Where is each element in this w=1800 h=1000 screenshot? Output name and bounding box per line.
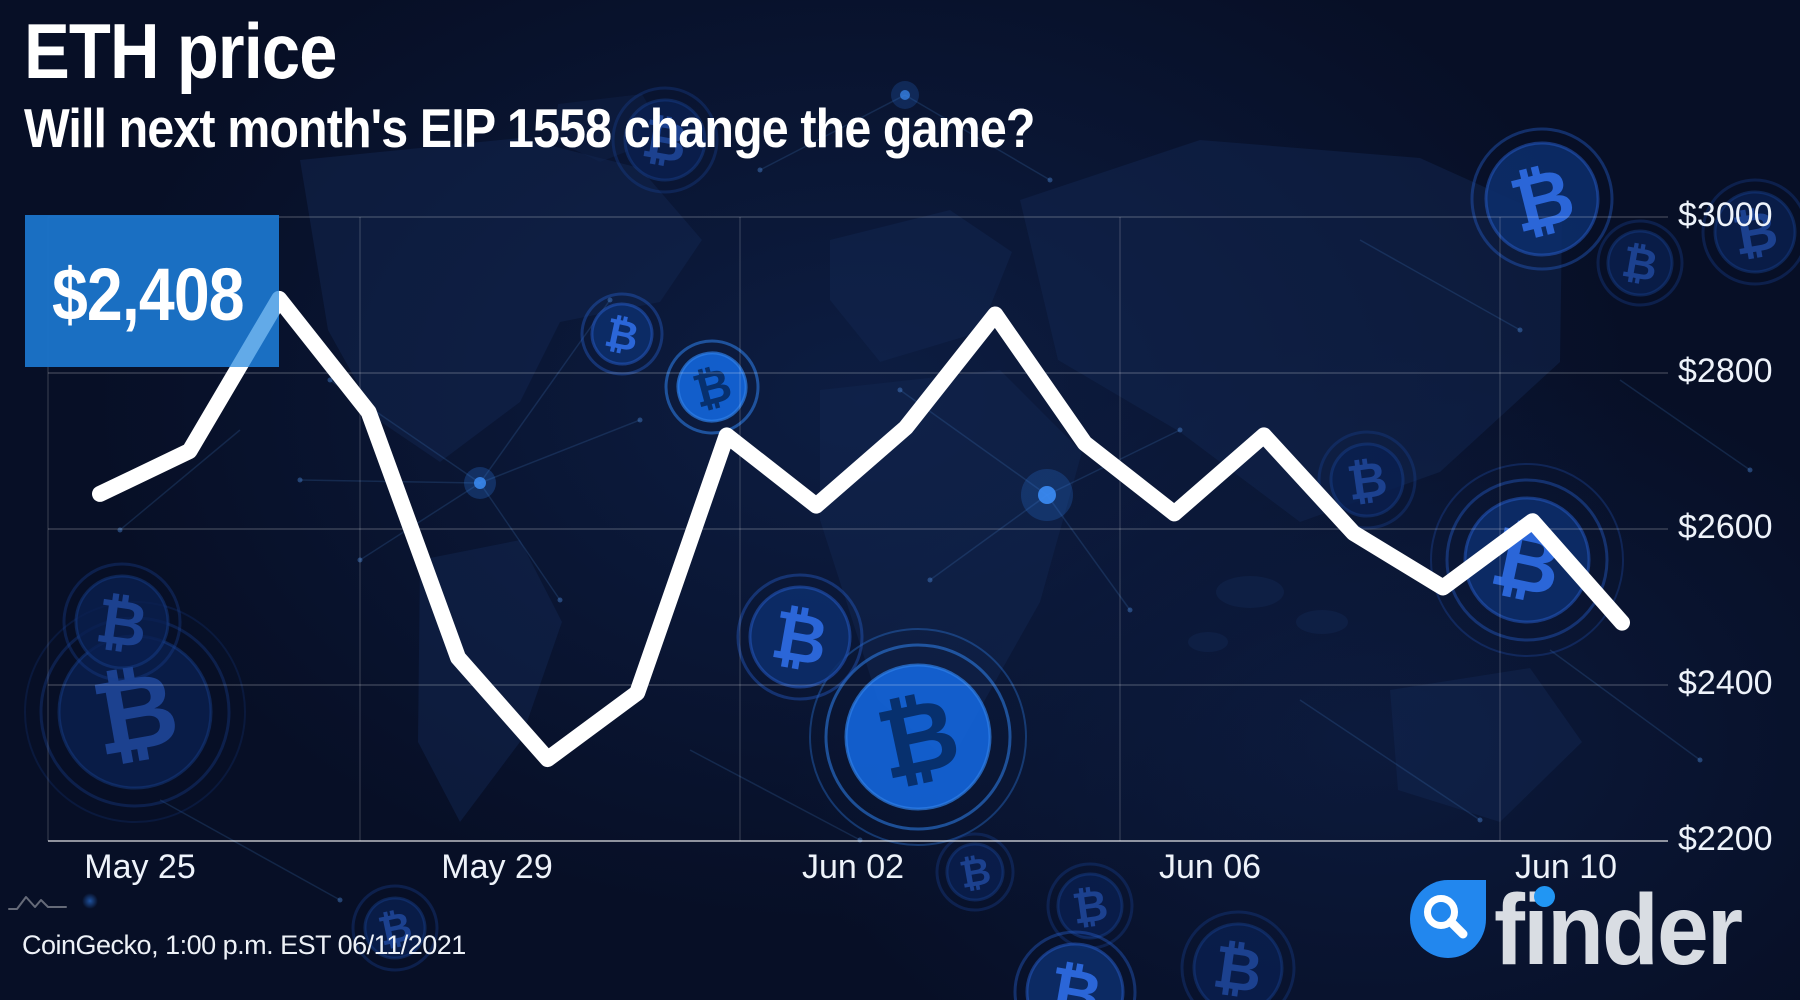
svg-text:₿: ₿ xyxy=(638,106,692,176)
finder-i-dot xyxy=(1534,886,1555,907)
x-tick-jun02: Jun 02 xyxy=(801,848,905,886)
x-tick-jun10: Jun 10 xyxy=(1514,848,1618,886)
bitcoin-icon: ₿ xyxy=(580,292,664,376)
y-tick-2400: $2400 xyxy=(1678,663,1773,702)
x-tick-jun06: Jun 06 xyxy=(1158,848,1262,886)
svg-text:₿: ₿ xyxy=(84,649,187,781)
glow-dot-small xyxy=(82,893,98,909)
svg-text:₿: ₿ xyxy=(1069,880,1111,934)
x-tick-may25: May 25 xyxy=(84,848,196,886)
bitcoin-icon: ₿ xyxy=(1046,862,1134,950)
horizontal-gridlines xyxy=(48,216,1668,686)
svg-text:₿: ₿ xyxy=(956,848,994,897)
world-map xyxy=(300,94,1582,822)
finder-logo: finder xyxy=(1410,880,1760,980)
svg-text:₿: ₿ xyxy=(92,583,152,662)
bitcoin-coins: ₿₿₿₿₿₿₿₿₿₿₿₿₿₿₿₿₿ xyxy=(24,86,1800,1000)
y-tick-2800: $2800 xyxy=(1678,351,1773,390)
bitcoin-icon: ₿ xyxy=(24,601,246,823)
svg-text:₿: ₿ xyxy=(1042,952,1107,1000)
price-line xyxy=(92,290,1630,768)
bitcoin-icon: ₿ xyxy=(1470,127,1614,271)
bitcoin-icon: ₿ xyxy=(611,86,719,194)
svg-text:₿: ₿ xyxy=(1618,237,1661,292)
y-tick-2200: $2200 xyxy=(1678,819,1773,858)
network-lines xyxy=(117,94,1753,903)
attribution-source: CoinGecko, 1:00 p.m. EST 06/11/2021 xyxy=(22,930,466,960)
bitcoin-icon: ₿ xyxy=(1013,930,1137,1000)
bitcoin-icon: ₿ xyxy=(809,628,1027,846)
bitcoin-icon: ₿ xyxy=(736,573,864,701)
bitcoin-icon: ₿ xyxy=(664,339,760,435)
bitcoin-icon: ₿ xyxy=(935,832,1015,912)
bitcoin-icon: ₿ xyxy=(1596,219,1684,307)
bitcoin-icon: ₿ xyxy=(1430,463,1624,657)
vertical-gridlines xyxy=(47,217,1501,841)
bitcoin-icon: ₿ xyxy=(62,562,182,682)
page-title: ETH price xyxy=(24,7,337,95)
finder-logo-blob xyxy=(1410,880,1486,958)
svg-text:₿: ₿ xyxy=(1728,198,1782,268)
bitcoin-icon: ₿ xyxy=(1701,178,1800,286)
finder-logo-text: finder xyxy=(1494,874,1743,986)
page-subtitle: Will next month's EIP 1558 change the ga… xyxy=(24,97,1035,159)
price-badge-value: $2,408 xyxy=(52,253,245,336)
search-icon xyxy=(1424,895,1468,939)
bitcoin-icon: ₿ xyxy=(351,884,439,972)
mini-chart-logo xyxy=(8,896,67,910)
svg-text:₿: ₿ xyxy=(1344,451,1391,512)
glow-dots xyxy=(464,81,1073,521)
price-badge xyxy=(25,215,279,367)
svg-text:₿: ₿ xyxy=(1209,932,1267,1000)
bitcoin-icon: ₿ xyxy=(1317,430,1417,530)
x-tick-may29: May 29 xyxy=(441,848,553,886)
svg-text:₿: ₿ xyxy=(766,594,834,681)
y-tick-3000: $3000 xyxy=(1678,195,1773,234)
bitcoin-icon: ₿ xyxy=(1180,910,1296,1000)
y-tick-2600: $2600 xyxy=(1678,507,1773,546)
